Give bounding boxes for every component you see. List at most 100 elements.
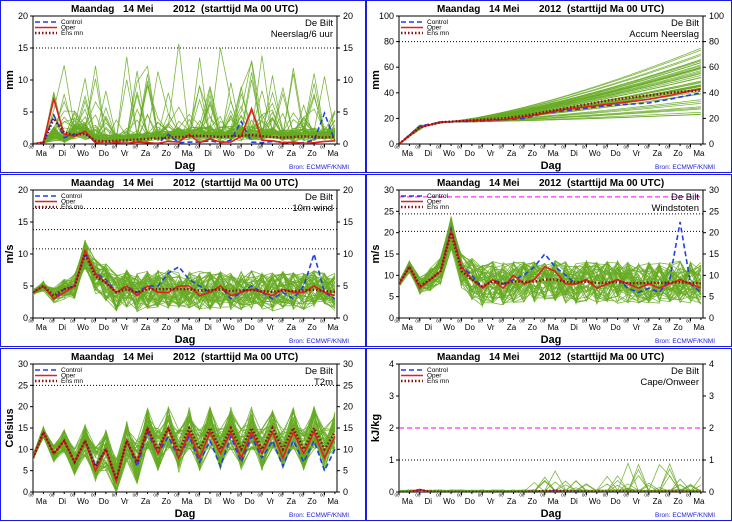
source-label: Bron: ECMWF/KNMI <box>655 512 715 519</box>
legend-oper-text: Oper <box>427 199 442 206</box>
legend-control-text: Control <box>427 367 449 374</box>
ytick-label-right: 15 <box>343 43 353 53</box>
y-axis-label: Celsius <box>4 408 16 447</box>
xtick-hour: 00 <box>624 319 630 324</box>
series-ensmean-line <box>33 116 335 144</box>
day-label: Do <box>99 323 110 332</box>
day-label: Wo <box>589 497 601 506</box>
variable-label: Accum Neerslag <box>629 29 699 40</box>
day-label: Zo <box>307 497 317 506</box>
xtick-hour: 00 <box>582 319 588 324</box>
day-label: Wo <box>77 497 89 506</box>
ytick-label-right: 0 <box>709 139 714 149</box>
day-label: Vr <box>633 323 641 332</box>
source-label: Bron: ECMWF/KNMI <box>289 164 349 171</box>
ytick-label-right: 4 <box>709 359 714 369</box>
xtick-hour: 00 <box>561 145 567 150</box>
xtick-hour: 00 <box>133 145 139 150</box>
day-label: Di <box>204 323 212 332</box>
xtick-hour: 00 <box>91 319 97 324</box>
day-label: Za <box>287 323 297 332</box>
x-axis-title: Dag <box>175 334 196 346</box>
day-label: Zo <box>307 323 317 332</box>
header-weekday: Maandag <box>71 4 114 15</box>
ytick-label-right: 10 <box>343 444 353 454</box>
day-label: Do <box>465 149 476 158</box>
ensemble-member-line <box>33 83 336 144</box>
day-label: Zo <box>673 323 683 332</box>
xtick-hour: 00 <box>320 145 326 150</box>
ytick-label-left: 0 <box>389 139 394 149</box>
xtick-hour: 00 <box>624 145 630 150</box>
day-label: Ma <box>548 149 560 158</box>
day-label: Ma <box>182 497 194 506</box>
legend-oper-text: Oper <box>61 25 76 32</box>
header-year: 2012 <box>173 4 196 15</box>
day-label: Di <box>424 323 432 332</box>
day-label: Ma <box>402 497 414 506</box>
xtick-hour: 00 <box>112 145 118 150</box>
series-oper-line <box>33 248 336 300</box>
xtick-hour: 00 <box>237 145 243 150</box>
ytick-label-left: 20 <box>384 113 394 123</box>
xtick-hour: 00 <box>519 319 525 324</box>
xtick-hour: 00 <box>499 319 505 324</box>
ytick-label-right: 100 <box>709 11 724 21</box>
day-label: Zo <box>528 149 538 158</box>
day-label: Zo <box>162 497 172 506</box>
day-label: Ma <box>327 149 339 158</box>
day-label: Wo <box>589 149 601 158</box>
plot-area <box>33 405 336 492</box>
xtick-hour: 00 <box>394 319 400 324</box>
day-label: Ma <box>327 323 339 332</box>
ensemble-member-line <box>399 55 702 144</box>
day-label: Di <box>58 323 66 332</box>
chart-svg-p1: Maandag 14 Mei 2012 (starttijd Ma 00 UTC)0 0… <box>4 4 353 172</box>
xtick-hour: 00 <box>258 145 264 150</box>
xtick-hour: 00 <box>415 319 421 324</box>
day-label: Vr <box>267 149 275 158</box>
ytick-label-right: 5 <box>343 107 348 117</box>
header-start: (starttijd Ma 00 UTC) <box>567 4 664 15</box>
day-label: Di <box>424 149 432 158</box>
day-label: Do <box>99 497 110 506</box>
day-label: Wo <box>77 149 89 158</box>
header-weekday: Maandag <box>71 178 114 189</box>
ytick-label-left: 20 <box>18 402 28 412</box>
xtick-hour: 00 <box>299 493 305 498</box>
xtick-hour: 00 <box>665 145 671 150</box>
ytick-label-right: 15 <box>343 217 353 227</box>
xtick-hour: 00 <box>174 493 180 498</box>
xtick-hour: 00 <box>582 493 588 498</box>
ytick-label-left: 60 <box>384 62 394 72</box>
ytick-label-left: 5 <box>23 107 28 117</box>
xtick-hour: 00 <box>540 493 546 498</box>
series-ensmean-line <box>33 424 336 484</box>
day-label: Za <box>141 323 151 332</box>
header-year: 2012 <box>173 178 196 189</box>
xtick-hour: 00 <box>278 145 284 150</box>
ytick-label-left: 0 <box>389 313 394 323</box>
ytick-label-right: 0 <box>343 139 348 149</box>
day-label: Do <box>245 149 256 158</box>
xtick-hour: 00 <box>478 319 484 324</box>
header-start: (starttijd Ma 00 UTC) <box>567 178 664 189</box>
xtick-hour: 00 <box>561 319 567 324</box>
plot-area <box>399 47 702 144</box>
series-oper-line <box>399 88 702 144</box>
day-label: Do <box>611 323 622 332</box>
ytick-label-left: 40 <box>384 88 394 98</box>
ytick-label-left: 25 <box>384 206 394 216</box>
day-label: Za <box>507 323 517 332</box>
ytick-label-right: 0 <box>709 313 714 323</box>
xtick-hour: 00 <box>478 145 484 150</box>
day-label: Wo <box>443 149 455 158</box>
y-axis-label: kJ/kg <box>370 414 382 442</box>
xtick-hour: 00 <box>415 145 421 150</box>
series-oper-line <box>33 96 335 144</box>
ytick-label-left: 0 <box>23 139 28 149</box>
xtick-hour: 00 <box>320 319 326 324</box>
header-year: 2012 <box>173 352 196 363</box>
ytick-label-right: 20 <box>343 11 353 21</box>
day-label: Vr <box>633 149 641 158</box>
